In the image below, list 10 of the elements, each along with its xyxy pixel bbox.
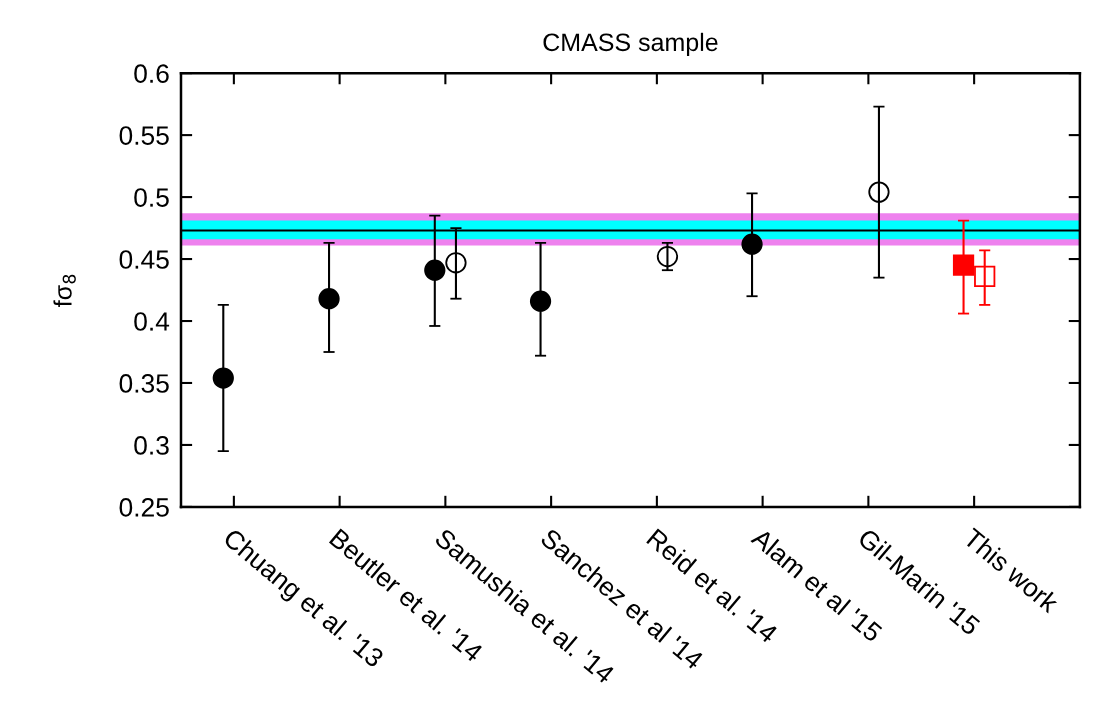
y-tick-label: 0.25 (119, 498, 169, 517)
chart-title: CMASS sample (543, 32, 718, 57)
y-tick-label: 0.6 (134, 64, 169, 83)
y-tick-label: 0.45 (119, 250, 169, 269)
y-tick-label: 0.5 (134, 188, 169, 207)
y-tick-label: 0.3 (134, 436, 169, 455)
y-tick-label: 0.55 (119, 126, 169, 145)
y-axis-title: fσ$_{8}$ (53, 274, 76, 307)
y-tick-label: 0.4 (134, 312, 170, 331)
y-tick-label: 0.35 (119, 374, 169, 393)
